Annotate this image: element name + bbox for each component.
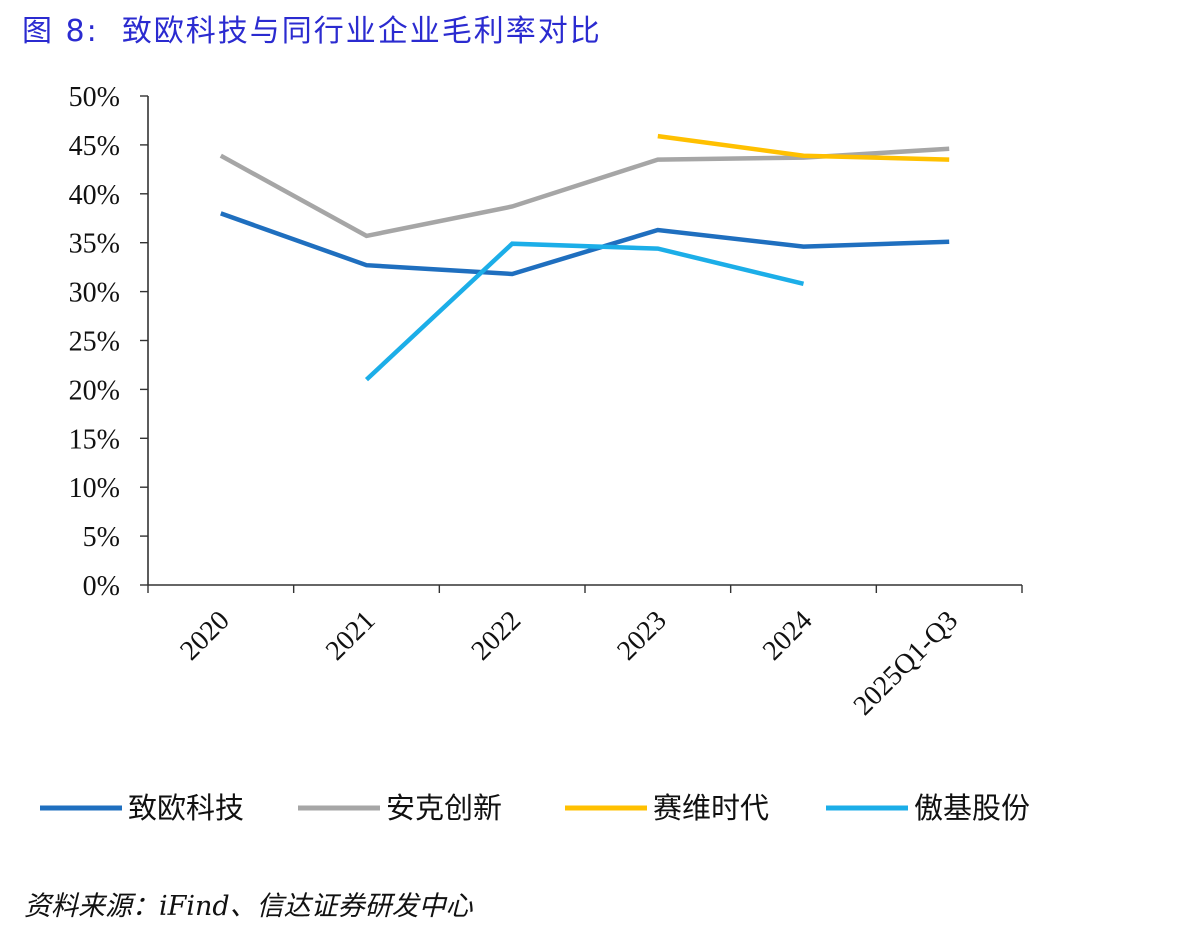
y-tick-label: 30% — [69, 278, 120, 309]
legend-label: 赛维时代 — [653, 791, 769, 825]
x-tick-label: 2024 — [757, 605, 819, 667]
y-tick-label: 35% — [69, 229, 120, 260]
y-tick-label: 0% — [83, 571, 120, 602]
y-tick-label: 50% — [69, 82, 120, 113]
x-tick-label: 2025Q1-Q3 — [848, 605, 965, 722]
y-tick-label: 20% — [69, 375, 120, 406]
source-note: 资料来源：iFind、信达证券研发中心 — [24, 891, 473, 922]
y-tick-label: 40% — [69, 180, 120, 211]
series-line-傲基股份 — [364, 241, 805, 382]
series-line-致欧科技 — [220, 211, 950, 277]
x-tick-label: 2021 — [320, 605, 382, 667]
chart-title-prefix: 图 8: — [22, 14, 99, 49]
x-tick-label: 2023 — [611, 605, 673, 667]
series-line-安克创新 — [219, 146, 950, 239]
legend-label: 安克创新 — [386, 791, 502, 825]
y-tick-label: 10% — [69, 473, 120, 504]
y-tick-label: 15% — [69, 424, 120, 455]
x-tick-label: 2020 — [174, 605, 236, 667]
legend-label: 致欧科技 — [128, 791, 244, 825]
y-tick-label: 25% — [69, 327, 120, 358]
y-tick-label: 45% — [69, 131, 120, 162]
chart-title-text: 致欧科技与同行业企业毛利率对比 — [121, 14, 602, 49]
legend-label: 傲基股份 — [914, 791, 1030, 825]
chart-title: 图 8: 致欧科技与同行业企业毛利率对比 — [22, 6, 602, 50]
y-tick-label: 5% — [83, 522, 120, 553]
x-tick-label: 2022 — [466, 605, 528, 667]
series-line-赛维时代 — [657, 133, 950, 162]
